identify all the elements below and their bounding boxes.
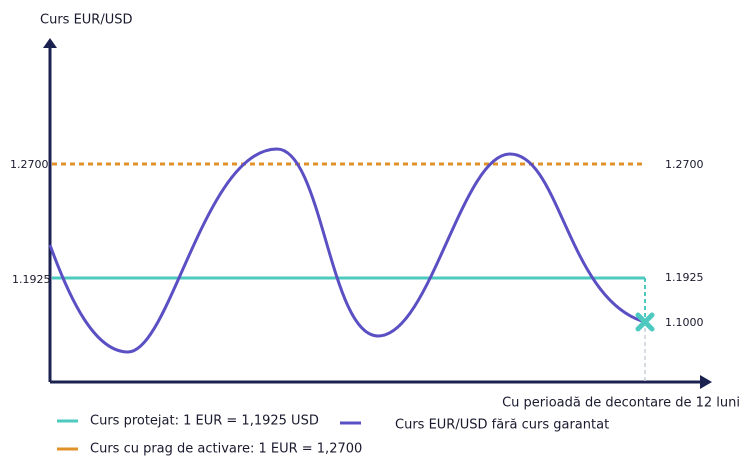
y-axis-title: Curs EUR/USD xyxy=(40,13,133,28)
level-label: 1.1925 xyxy=(665,271,704,284)
x-axis-title: Cu perioadă de decontare de 12 luni xyxy=(502,396,740,411)
end-marker xyxy=(635,312,655,332)
rate-curve xyxy=(48,147,646,354)
legend-label: Curs protejat: 1 EUR = 1,1925 USD xyxy=(90,414,319,429)
x-axis-arrow xyxy=(700,375,712,389)
legend-label: Curs cu prag de activare: 1 EUR = 1,2700 xyxy=(90,442,362,457)
level-label: 1.1925 xyxy=(12,273,51,286)
level-label: 1.2700 xyxy=(10,158,49,171)
y-axis-arrow xyxy=(43,38,57,48)
level-label: 1.2700 xyxy=(665,158,704,171)
end-label: 1.1000 xyxy=(665,316,704,329)
legend-label: Curs EUR/USD fără curs garantat xyxy=(395,418,609,433)
